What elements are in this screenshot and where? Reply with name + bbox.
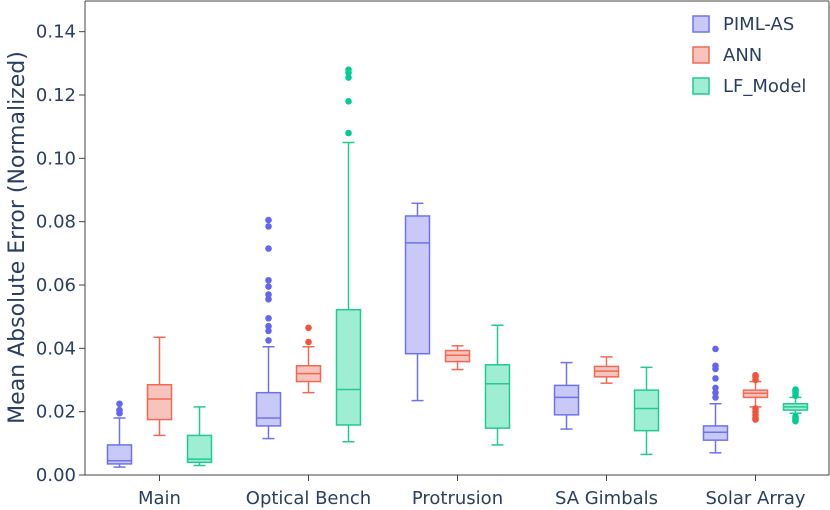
outlier-point <box>712 362 719 370</box>
outlier-point <box>265 216 272 224</box>
outlier-point <box>265 295 272 303</box>
outlier-point <box>265 291 272 298</box>
box-protrusion <box>484 324 511 446</box>
outlier-point <box>345 66 352 73</box>
x-tick-label: Protrusion <box>412 488 503 509</box>
outlier-point <box>345 98 352 105</box>
box-protrusion <box>404 202 431 402</box>
iqr-box <box>404 215 431 355</box>
box-optical-bench <box>335 66 362 443</box>
outlier-point <box>752 371 759 379</box>
y-tick-label: 0.06 <box>36 275 76 296</box>
iqr-box <box>146 384 173 421</box>
legend: PIML-AS ANN LF_Model <box>692 14 806 97</box>
outlier-point <box>116 400 123 408</box>
outlier-point <box>265 283 272 290</box>
y-tick-label: 0.10 <box>36 148 76 169</box>
outlier-point <box>265 327 272 335</box>
iqr-box <box>255 391 282 427</box>
box-main <box>106 400 133 468</box>
iqr-box <box>702 425 729 441</box>
box-solar-array <box>782 386 809 425</box>
outlier-point <box>712 389 719 396</box>
y-tick-label: 0.12 <box>36 85 76 106</box>
iqr-box <box>633 389 660 432</box>
x-tick-label: Optical Bench <box>246 488 371 509</box>
iqr-box <box>186 434 213 464</box>
outlier-point <box>345 74 352 81</box>
outlier-point <box>265 322 272 330</box>
box-main <box>186 406 213 467</box>
legend-swatch <box>692 46 710 64</box>
box-protrusion <box>444 345 471 371</box>
series-ann <box>146 324 769 437</box>
box-optical-bench <box>255 216 282 440</box>
legend-item: PIML-AS <box>692 14 794 35</box>
legend-swatch <box>692 15 710 33</box>
box-solar-array <box>702 345 729 454</box>
outlier-point <box>792 413 799 420</box>
outlier-point <box>116 406 123 414</box>
iqr-box <box>444 349 471 363</box>
iqr-box <box>484 364 511 429</box>
outlier-point <box>265 223 272 230</box>
legend-label: ANN <box>723 45 762 66</box>
outlier-point <box>792 386 799 393</box>
x-tick-label: SA Gimbals <box>555 488 658 509</box>
outlier-point <box>305 324 312 332</box>
x-tick-label: Main <box>138 488 181 509</box>
y-tick-label: 0.04 <box>36 338 76 359</box>
plot-area <box>106 66 809 468</box>
outlier-point <box>712 345 719 353</box>
box-optical-bench <box>295 324 322 394</box>
legend-item: ANN <box>692 45 762 66</box>
axes: 0.00 0.02 0.04 0.06 0.08 0.10 0.12 0.14 Main Opti… <box>36 0 830 509</box>
legend-label: LF_Model <box>723 76 806 97</box>
outlier-point <box>305 338 312 346</box>
box-solar-array <box>742 371 769 423</box>
y-tick-label: 0.00 <box>36 465 76 486</box>
y-tick-label: 0.08 <box>36 212 76 233</box>
outlier-point <box>345 129 352 137</box>
outlier-point <box>265 314 272 322</box>
y-tick-label: 0.02 <box>36 402 76 423</box>
outlier-point <box>265 276 272 284</box>
y-tick-label: 0.14 <box>36 22 76 43</box>
box-sa-gimbals <box>553 361 580 430</box>
outlier-point <box>265 245 272 252</box>
box-main <box>146 336 173 437</box>
x-tick-label: Solar Array <box>705 488 805 509</box>
outlier-point <box>712 375 719 382</box>
legend-swatch <box>692 77 710 95</box>
outlier-point <box>712 394 719 401</box>
legend-item: LF_Model <box>692 76 806 97</box>
iqr-box <box>335 308 362 426</box>
outlier-point <box>752 405 759 412</box>
series-piml-as <box>106 202 729 468</box>
legend-label: PIML-AS <box>723 14 794 35</box>
series-lf-model <box>186 66 809 467</box>
outlier-point <box>712 384 719 392</box>
iqr-box <box>106 444 133 465</box>
outlier-point <box>265 337 272 344</box>
iqr-box <box>553 384 580 416</box>
box-sa-gimbals <box>593 356 620 384</box>
y-axis-title: Mean Absolute Error (Normalized) <box>5 51 30 424</box>
box-sa-gimbals <box>633 366 660 456</box>
